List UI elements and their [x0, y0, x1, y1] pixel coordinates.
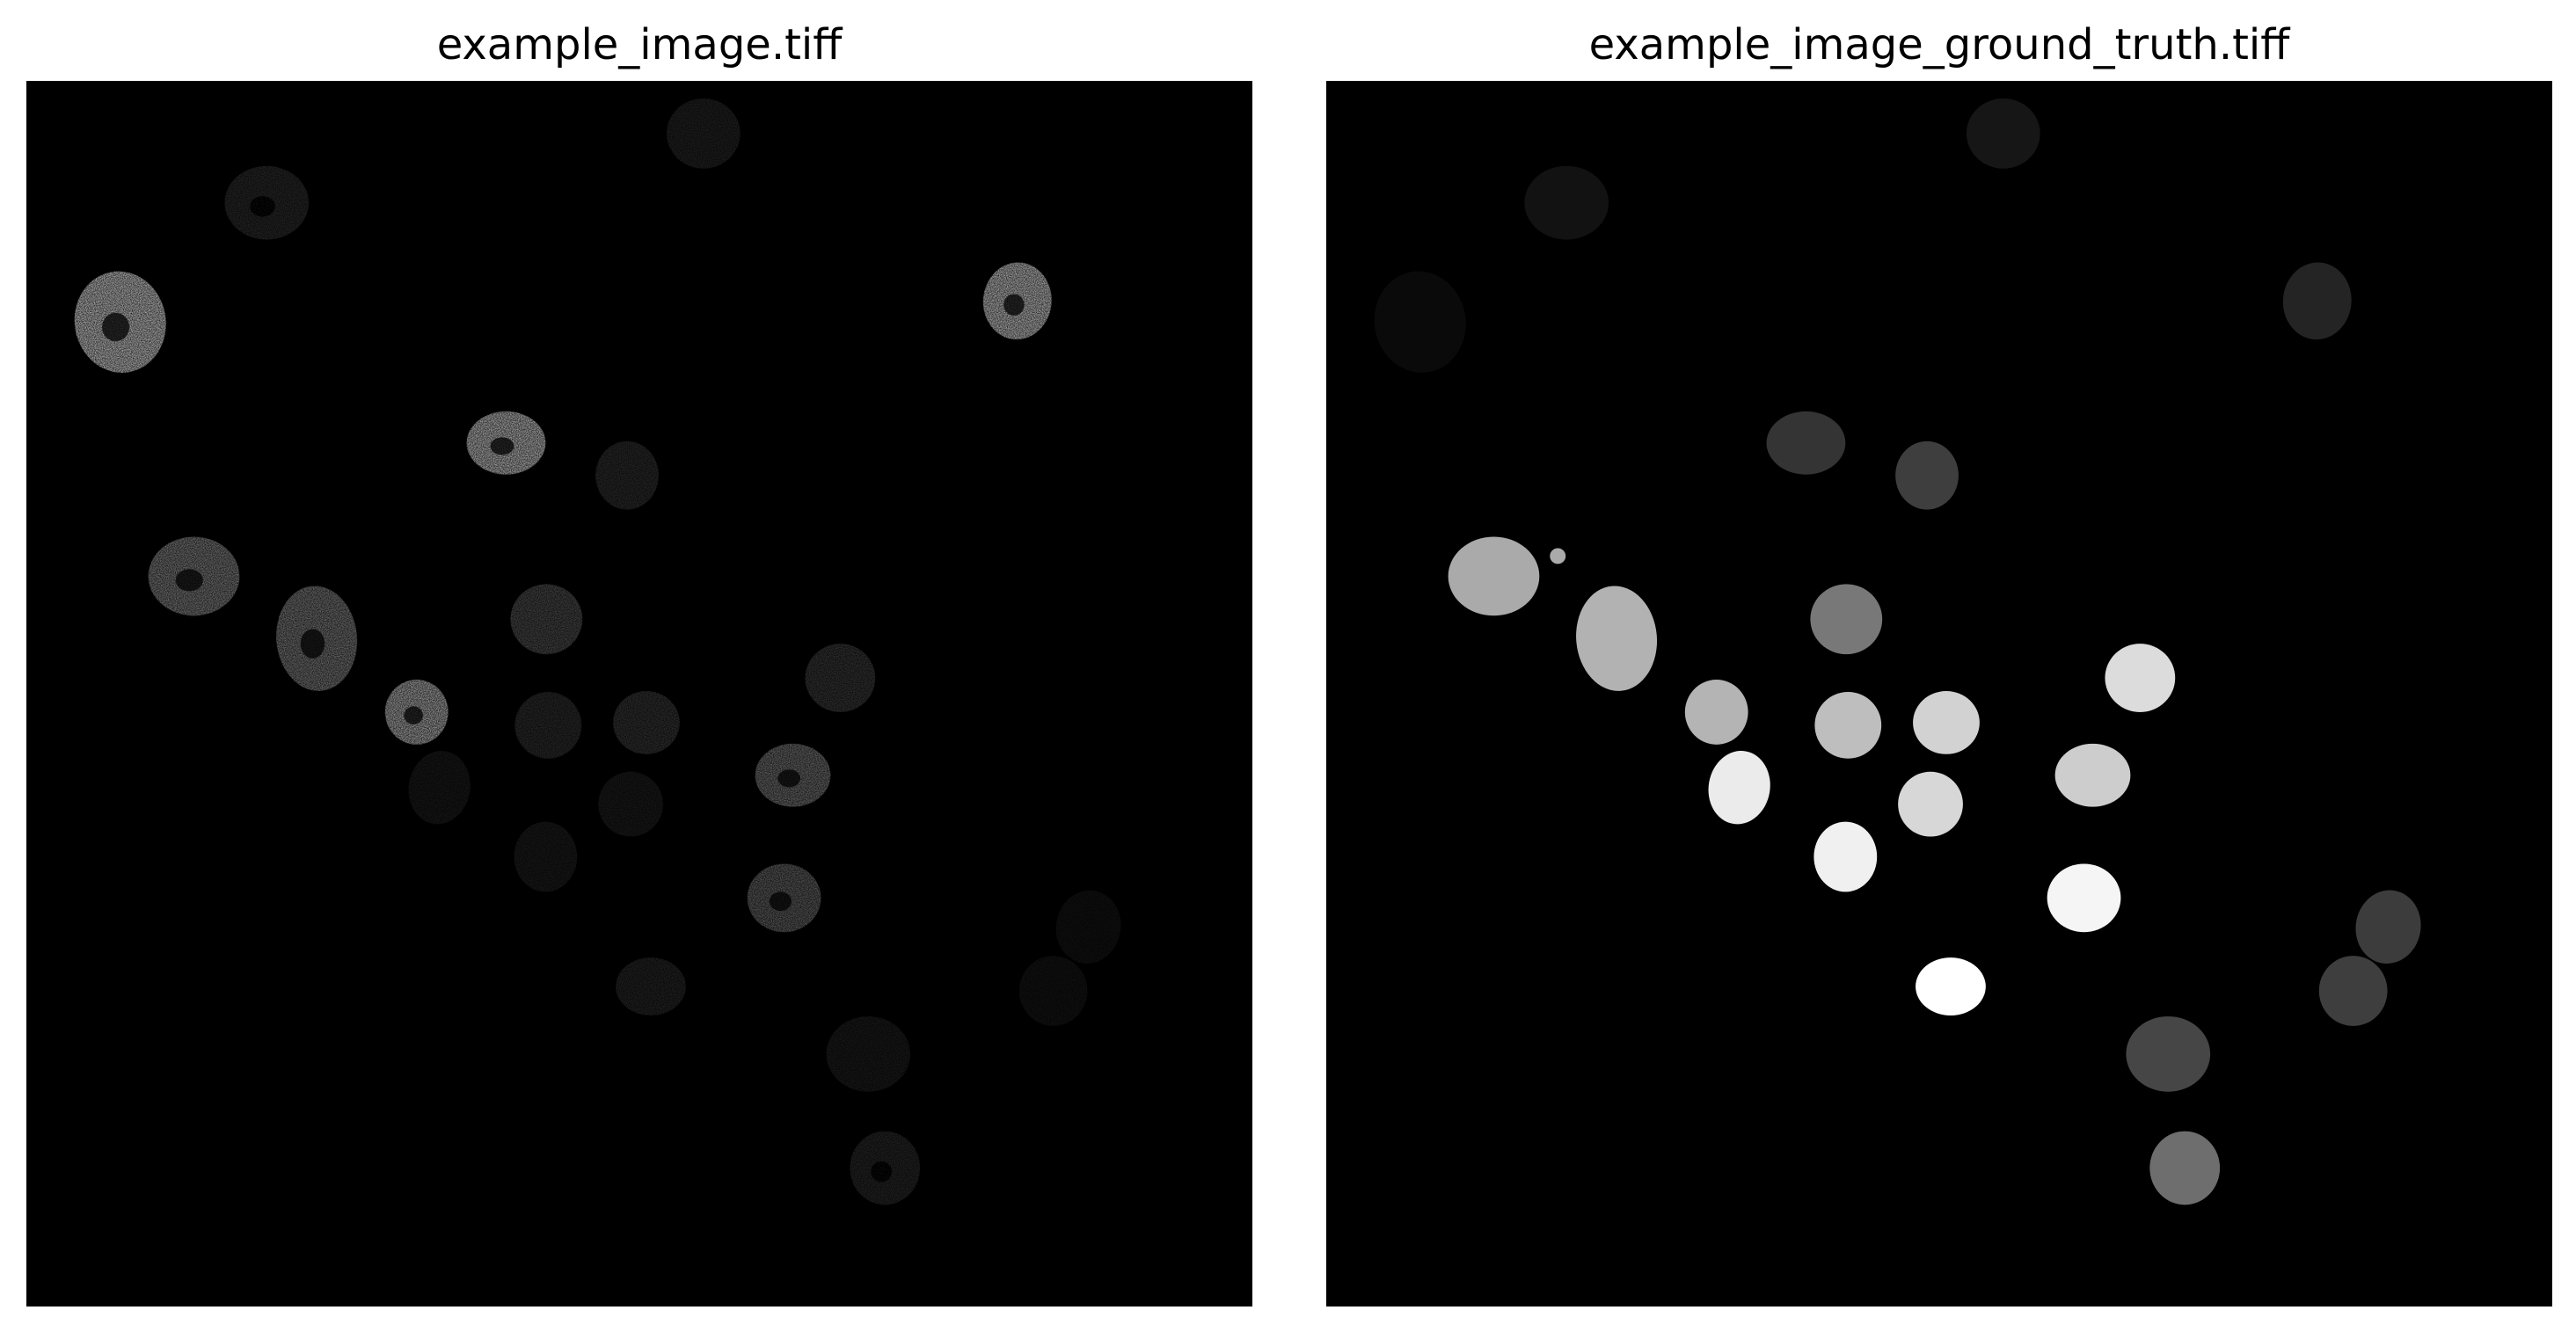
raw-nucleus	[510, 584, 582, 654]
raw-nucleolus	[404, 706, 423, 724]
mask-nucleus	[1810, 584, 1882, 654]
mask-nucleus	[1895, 441, 1959, 510]
raw-nucleus	[514, 692, 581, 759]
mask-nucleus	[2105, 644, 2175, 712]
mask-nucleus	[1898, 772, 1963, 837]
mask-nucleus	[1813, 822, 1877, 892]
panel-title-ground-truth: example_image_ground_truth.tiff	[1326, 14, 2552, 76]
raw-nucleolus	[301, 629, 325, 659]
raw-nucleus	[667, 98, 741, 169]
raw-nucleolus	[102, 313, 129, 341]
raw-nucleus	[598, 772, 663, 837]
raw-nucleolus	[871, 1161, 892, 1182]
raw-nucleolus	[490, 437, 514, 455]
mask-nucleus	[1814, 692, 1881, 759]
mask-nucleus	[1449, 537, 1540, 616]
raw-nucleus	[616, 957, 686, 1015]
raw-nucleolus	[1003, 294, 1024, 316]
raw-nucleolus	[176, 569, 203, 591]
raw-nucleolus	[777, 769, 800, 787]
raw-nucleus	[595, 441, 659, 510]
mask-nucleus	[1916, 957, 1986, 1015]
mask-nucleus	[2149, 1132, 2220, 1205]
mask-fragment	[1550, 548, 1565, 564]
mask-nucleus	[2055, 744, 2131, 807]
mask-nucleus	[1767, 411, 1846, 475]
mask-nucleus	[2126, 1016, 2210, 1092]
mask-image-canvas	[1328, 83, 2550, 1305]
mask-nucleus	[1703, 746, 1776, 829]
raw-nucleus	[826, 1016, 910, 1092]
raw-image-canvas	[28, 83, 1251, 1305]
raw-nucleus	[1050, 885, 1127, 969]
mask-nucleus	[1367, 264, 1474, 380]
mask-nucleus	[1913, 691, 1980, 754]
mask-nucleus	[1967, 98, 2040, 169]
raw-nucleus	[805, 644, 875, 712]
raw-nucleolus	[250, 196, 275, 216]
mask-nucleus	[1685, 680, 1748, 745]
raw-nucleus	[613, 691, 680, 754]
raw-nucleolus	[770, 892, 792, 911]
mask-nucleus	[2047, 863, 2121, 932]
mask-nucleus	[1524, 166, 1609, 240]
ground-truth-mask-image	[1326, 81, 2552, 1307]
raw-nucleus	[514, 822, 577, 892]
raw-nucleus	[403, 746, 476, 829]
raw-nucleus	[1019, 956, 1088, 1026]
panel-title-raw-image: example_image.tiff	[26, 14, 1252, 76]
raw-microscopy-image	[26, 81, 1252, 1307]
mask-nucleus	[1572, 583, 1661, 695]
mask-nucleus	[2280, 259, 2354, 342]
mask-nucleus	[2319, 956, 2388, 1026]
mask-nucleus	[2350, 885, 2426, 969]
